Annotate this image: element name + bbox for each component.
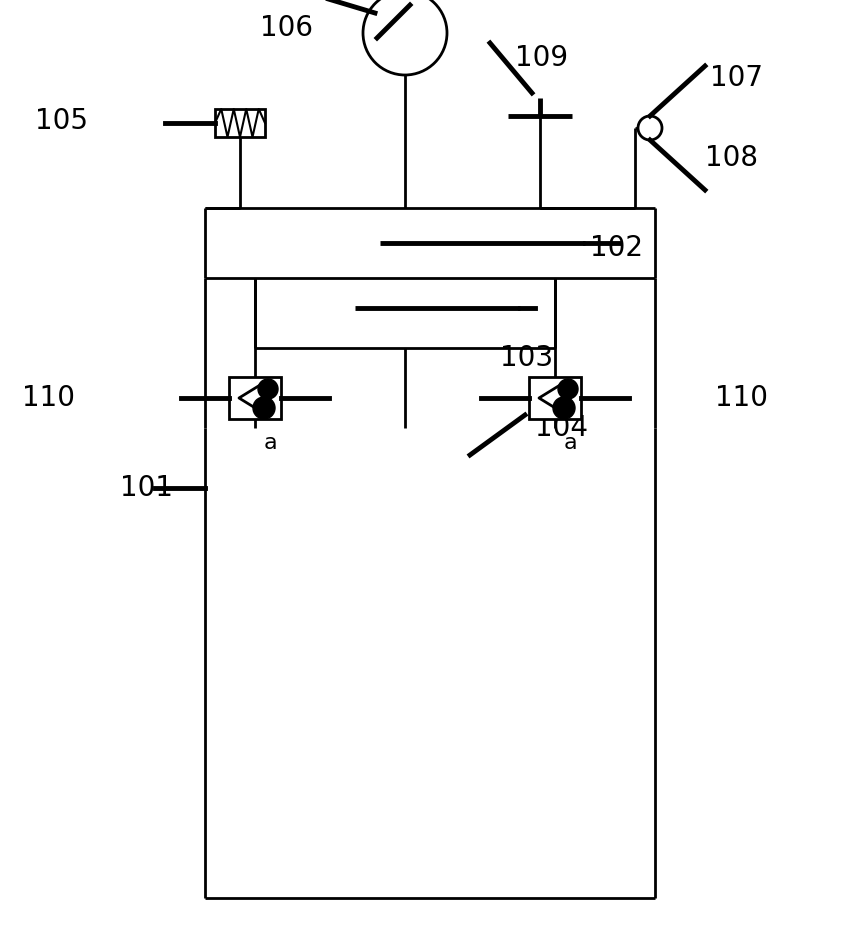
Circle shape	[553, 397, 574, 419]
Text: 103: 103	[499, 344, 553, 372]
Text: 110: 110	[714, 384, 767, 412]
Bar	[529, 377, 580, 419]
Text: 108: 108	[704, 144, 757, 172]
Text: 105: 105	[35, 107, 88, 135]
Circle shape	[637, 116, 661, 140]
Text: 102: 102	[589, 234, 642, 262]
Text: 110: 110	[22, 384, 75, 412]
Text: 101: 101	[120, 474, 173, 502]
Text: 104: 104	[535, 414, 587, 442]
Text: 109: 109	[514, 44, 567, 72]
Text: a: a	[562, 433, 576, 453]
Circle shape	[253, 397, 275, 419]
Text: 106: 106	[260, 14, 313, 42]
Text: a: a	[263, 433, 276, 453]
Text: 107: 107	[709, 64, 762, 92]
Circle shape	[362, 0, 447, 75]
Circle shape	[257, 379, 278, 399]
Bar	[214, 109, 264, 137]
Bar	[229, 377, 281, 419]
Circle shape	[557, 379, 578, 399]
